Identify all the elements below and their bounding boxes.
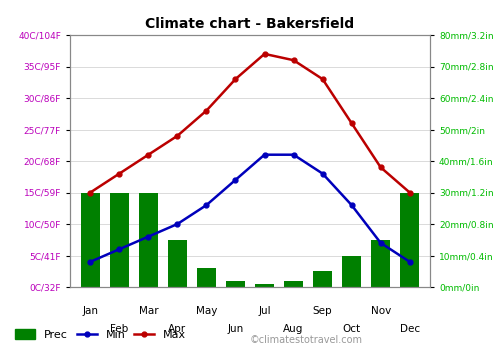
Bar [139,193,158,287]
Bar [226,281,245,287]
Bar [168,240,187,287]
Text: Dec: Dec [400,324,419,334]
Text: Aug: Aug [284,324,304,334]
Text: Jul: Jul [258,306,271,316]
Bar [313,271,332,287]
Bar [400,193,419,287]
Text: Apr: Apr [168,324,186,334]
Bar [197,268,216,287]
Legend: Prec, Min, Max: Prec, Min, Max [10,325,191,344]
Title: Climate chart - Bakersfield: Climate chart - Bakersfield [146,17,354,31]
Text: Mar: Mar [138,306,158,316]
Text: Jan: Jan [82,306,98,316]
Bar [81,193,100,287]
Text: ©climatestotravel.com: ©climatestotravel.com [250,335,363,345]
Bar [284,281,303,287]
Bar [255,284,274,287]
Text: Oct: Oct [342,324,360,334]
Text: Sep: Sep [313,306,332,316]
Bar [342,256,361,287]
Text: Jun: Jun [228,324,244,334]
Bar [110,193,129,287]
Bar [371,240,390,287]
Text: Nov: Nov [370,306,391,316]
Text: Feb: Feb [110,324,128,334]
Text: May: May [196,306,217,316]
